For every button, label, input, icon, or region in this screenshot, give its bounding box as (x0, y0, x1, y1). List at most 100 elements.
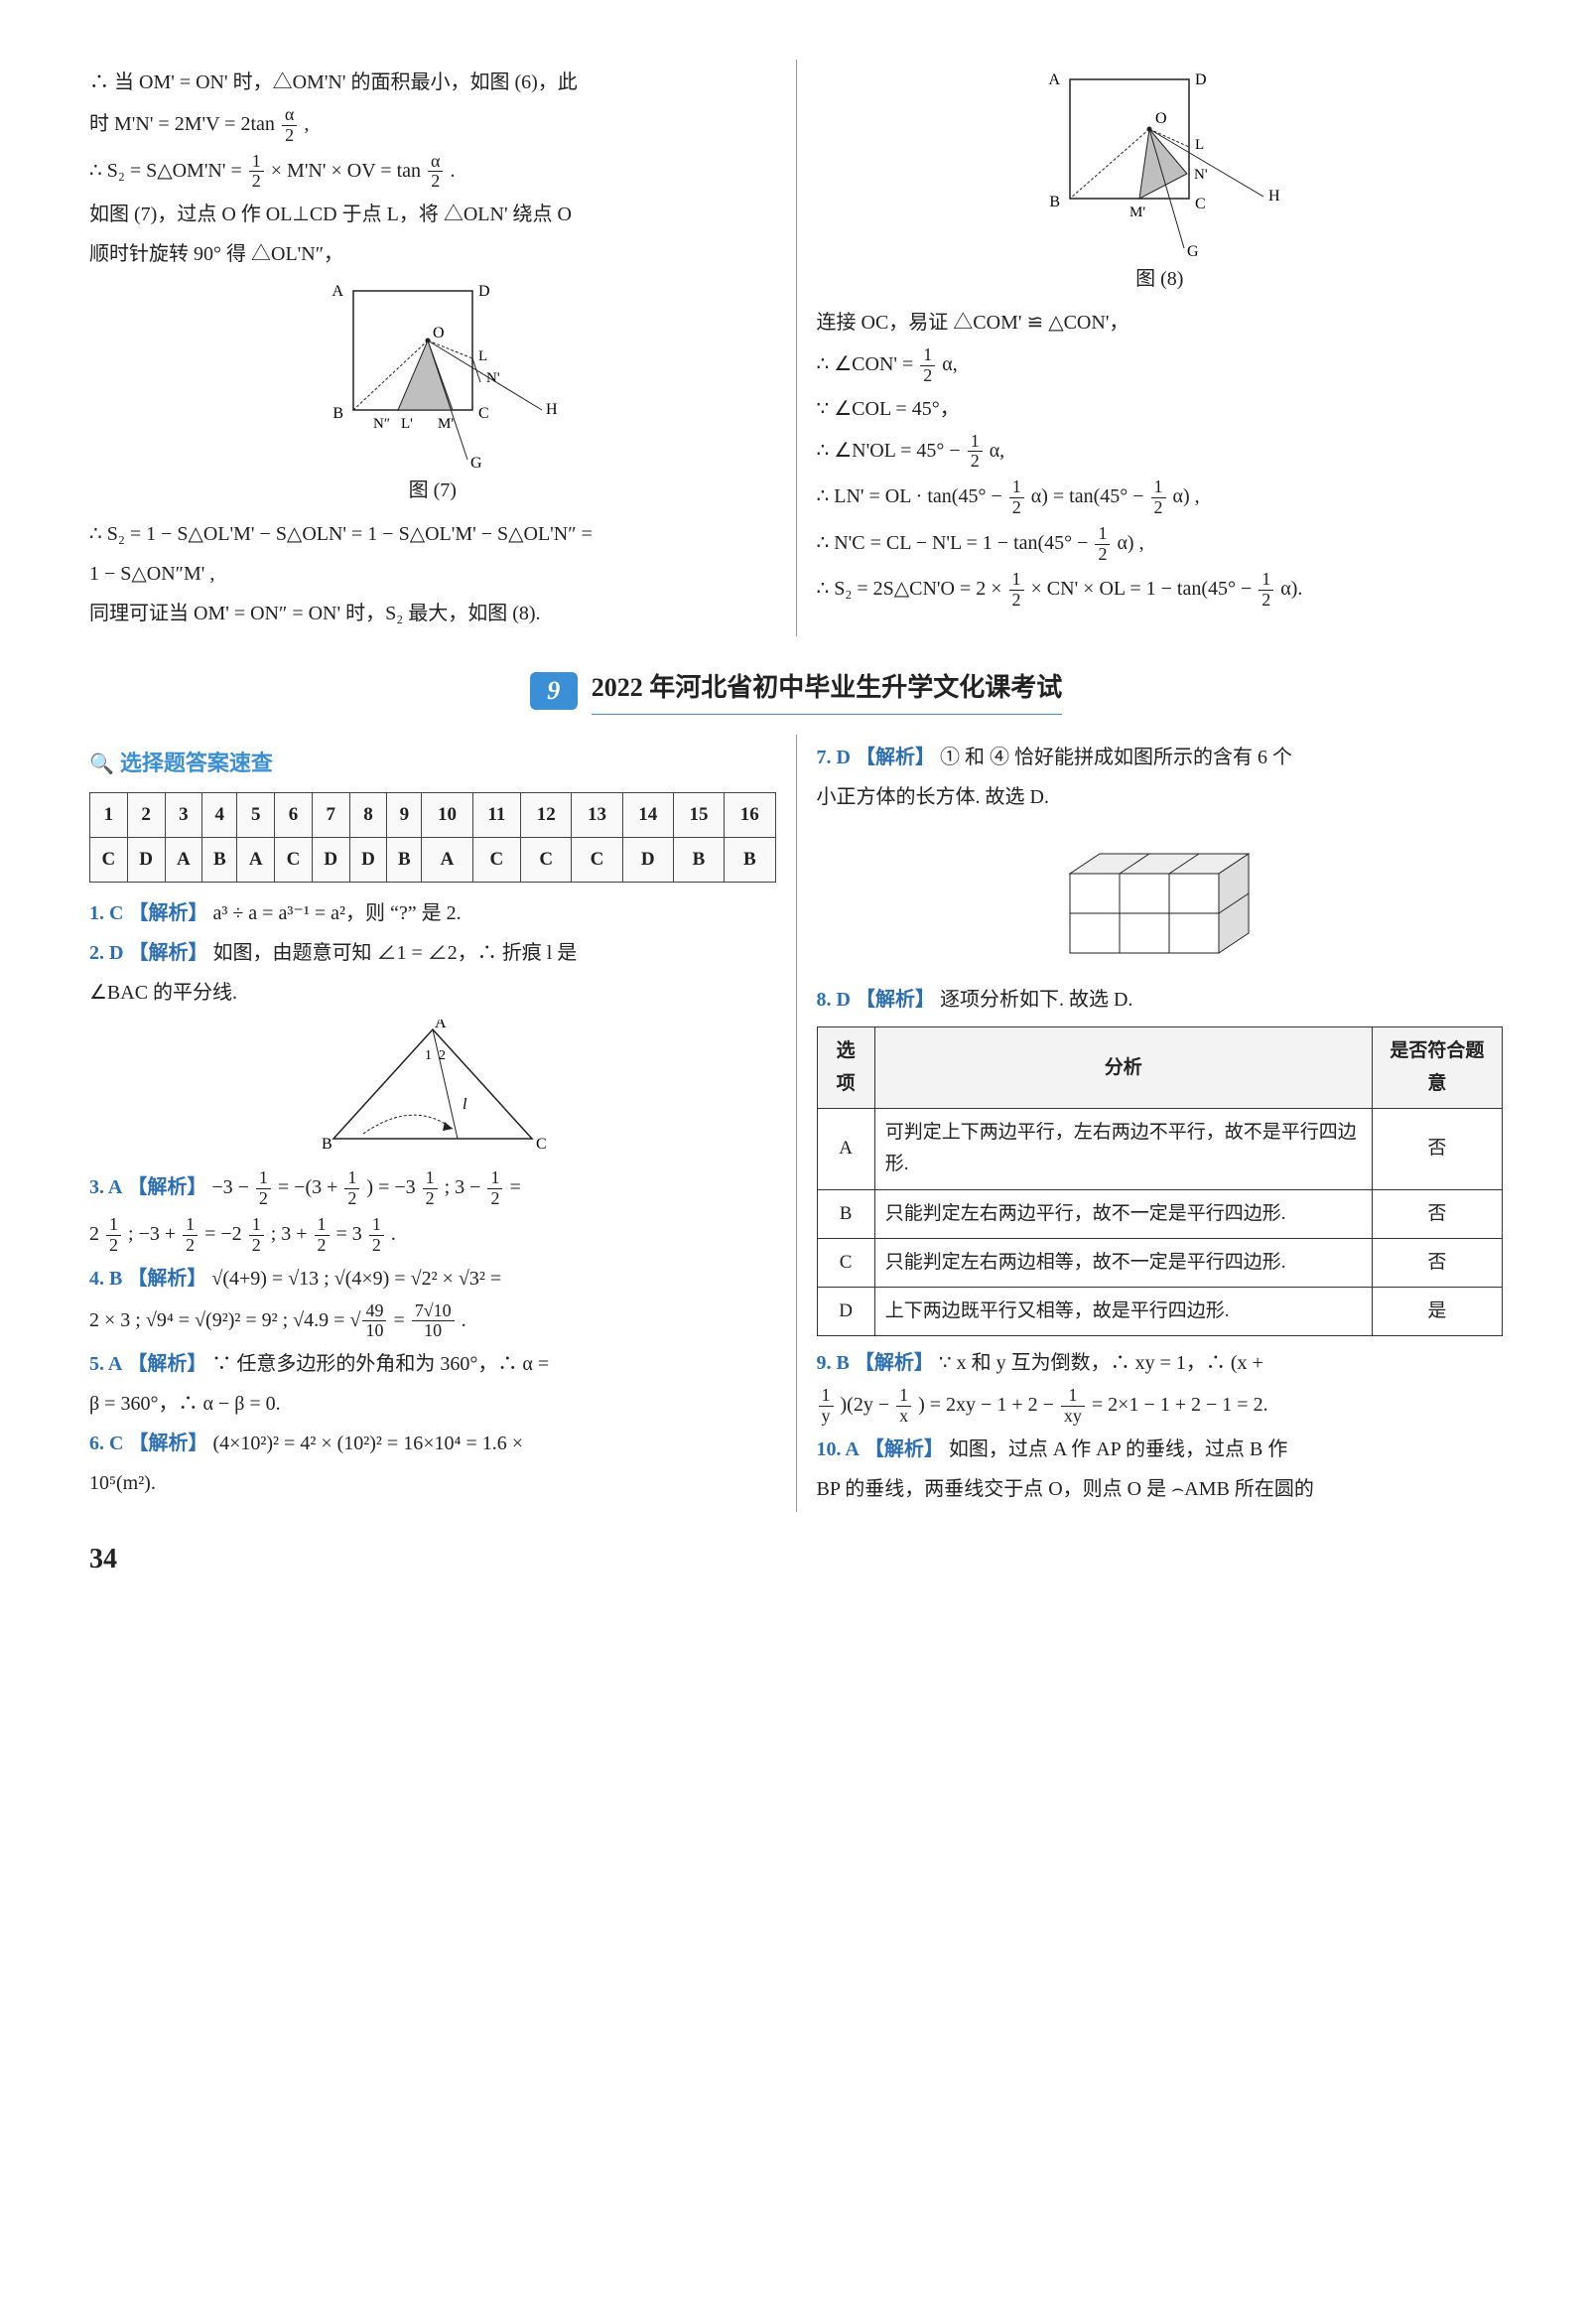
bottom-left-col: 选择题答案速查 12345678910111213141516 CDABACDD… (89, 735, 776, 1512)
tag: 【解析】 (127, 1176, 206, 1198)
question-2: 2. D 【解析】 如图，由题意可知 ∠1 = ∠2，∴ 折痕 l 是 (89, 936, 776, 970)
svg-text:C: C (536, 1136, 547, 1153)
txt: ∴ LN' = OL · tan(45° − (817, 485, 1007, 507)
question-10: 10. A 【解析】 如图，过点 A 作 AP 的垂线，过点 B 作 (817, 1433, 1504, 1466)
tag: 【解析】 (127, 1353, 206, 1375)
answer-cell-ans: D (312, 838, 349, 883)
answer-cell-ans: B (673, 838, 724, 883)
answer-cell-num: 2 (127, 792, 165, 837)
txt: ∴ ∠CON' = (817, 353, 919, 375)
frac: 12 (369, 1215, 384, 1256)
answer-cell-num: 1 (90, 792, 128, 837)
answer-cell-ans: C (275, 838, 313, 883)
bottom-block: 选择题答案速查 12345678910111213141516 CDABACDD… (89, 735, 1503, 1512)
question-4b: 2 × 3 ; √9⁴ = √(9²)² = 9² ; √4.9 = √4910… (89, 1301, 776, 1342)
lbl-O: O (433, 325, 445, 342)
question-3b: 2 12 ; −3 + 12 = −2 12 ; 3 + 12 = 3 12 . (89, 1215, 776, 1256)
txt: α) , (1117, 532, 1143, 554)
svg-text:O: O (1155, 110, 1167, 127)
frac-half: 12 (1009, 570, 1024, 611)
question-5: 5. A 【解析】 ∵ 任意多边形的外角和为 360°，∴ α = (89, 1347, 776, 1381)
answer-cell-num: 6 (275, 792, 313, 837)
qnum: 2. D (89, 942, 123, 964)
table-row: D上下两边既平行又相等，故是平行四边形.是 (817, 1288, 1503, 1336)
answer-cell-num: 12 (521, 792, 572, 837)
svg-text:A: A (1049, 71, 1061, 88)
column-divider (796, 60, 797, 636)
line: 顺时针旋转 90° 得 △OL'N″， (89, 237, 776, 271)
txt: ) = 2xy − 1 + 2 − (918, 1394, 1059, 1416)
line: ∴ S₂ = 2S△CN'O = 2 × 12 × CN' × OL = 1 −… (817, 570, 1504, 611)
fig8-caption: 图 (8) (817, 262, 1504, 296)
svg-text:H: H (546, 401, 558, 418)
txt: × CN' × OL = 1 − tan(45° − (1031, 578, 1258, 600)
txt: 逐项分析如下. 故选 D. (940, 989, 1132, 1011)
qnum: 5. A (89, 1353, 122, 1375)
table-row: A可判定上下两边平行，左右两边不平行，故不是平行四边形.否 (817, 1108, 1503, 1189)
qnum: 10. A (817, 1438, 860, 1460)
answer-cell-num: 16 (725, 792, 775, 837)
frac: 12 (344, 1168, 359, 1209)
txt: −3 − (211, 1176, 254, 1198)
section-banner: 9 2022 年河北省初中毕业生升学文化课考试 (89, 666, 1503, 715)
table-row: B只能判定左右两边平行，故不一定是平行四边形.否 (817, 1189, 1503, 1238)
table-cell: C (817, 1238, 874, 1287)
q7-figure (817, 824, 1504, 973)
table-cell: 只能判定左右两边相等，故不一定是平行四边形. (874, 1238, 1372, 1287)
line: 如图 (7)，过点 O 作 OL⊥CD 于点 L，将 △OLN' 绕点 O (89, 198, 776, 231)
frac-alpha-2: α2 (282, 105, 297, 146)
svg-text:l: l (463, 1096, 467, 1113)
txt: a³ ÷ a = a³⁻¹ = a²，则 “?” 是 2. (212, 902, 461, 924)
question-6b: 10⁵(m²). (89, 1466, 776, 1500)
line: 连接 OC，易证 △COM' ≌ △CON'， (817, 306, 1504, 340)
tag: 【解析】 (127, 1268, 206, 1290)
answer-cell-ans: D (349, 838, 387, 883)
frac: 12 (487, 1168, 502, 1209)
txt: α) = tan(45° − (1031, 485, 1149, 507)
frac: 1xy (1061, 1386, 1085, 1427)
qnum: 3. A (89, 1176, 122, 1198)
svg-text:A: A (435, 1020, 447, 1031)
line: ∴ N'C = CL − N'L = 1 − tan(45° − 12 α) , (817, 524, 1504, 565)
svg-text:D: D (478, 283, 490, 300)
quick-answer-header: 选择题答案速查 (89, 745, 776, 781)
frac-half: 12 (1095, 524, 1110, 565)
table-cell: 只能判定左右两边平行，故不一定是平行四边形. (874, 1189, 1372, 1238)
answer-grid-nums: 12345678910111213141516 (90, 792, 776, 837)
line: ∵ ∠COL = 45°， (817, 392, 1504, 426)
line: 1 − S△ON″M' , (89, 557, 776, 591)
table-header: 是否符合题意 (1372, 1027, 1502, 1109)
svg-text:A: A (332, 283, 343, 300)
top-left-col: ∴ 当 OM' = ON' 时，△OM'N' 的面积最小，如图 (6)，此 时 … (89, 60, 776, 636)
question-4: 4. B 【解析】 √(4+9) = √13 ; √(4×9) = √2² × … (89, 1262, 776, 1296)
txt: α). (1280, 578, 1302, 600)
txt: ∴ ∠N'OL = 45° − (817, 439, 966, 461)
answer-cell-ans: C (572, 838, 622, 883)
svg-text:N': N' (1194, 167, 1208, 183)
frac: 12 (315, 1215, 330, 1256)
txt: 2 (89, 1223, 99, 1245)
svg-text:B: B (1050, 194, 1061, 210)
table-cell: A (817, 1108, 874, 1189)
line: 时 M'N' = 2M'V = 2tan α2 , (89, 105, 776, 146)
question-7b: 小正方体的长方体. 故选 D. (817, 780, 1504, 814)
table-cell: 可判定上下两边平行，左右两边不平行，故不是平行四边形. (874, 1108, 1372, 1189)
answer-cell-num: 7 (312, 792, 349, 837)
txt: 时 M'N' = 2M'V = 2tan (89, 113, 280, 135)
answer-cell-num: 9 (387, 792, 422, 837)
txt: = 3 (336, 1223, 362, 1245)
answer-cell-ans: D (622, 838, 673, 883)
svg-text:G: G (470, 455, 482, 470)
txt: 如图，过点 A 作 AP 的垂线，过点 B 作 (949, 1438, 1288, 1460)
answer-cell-ans: A (422, 838, 472, 883)
answer-cell-ans: B (725, 838, 775, 883)
svg-text:N″: N″ (373, 416, 390, 432)
svg-text:B: B (332, 405, 343, 422)
answer-cell-num: 8 (349, 792, 387, 837)
txt: . (462, 1308, 466, 1330)
column-divider (796, 735, 797, 1512)
qnum: 6. C (89, 1433, 123, 1454)
question-6: 6. C 【解析】 (4×10²)² = 4² × (10²)² = 16×10… (89, 1427, 776, 1460)
frac-half: 12 (1259, 570, 1273, 611)
table-cell: 否 (1372, 1189, 1502, 1238)
